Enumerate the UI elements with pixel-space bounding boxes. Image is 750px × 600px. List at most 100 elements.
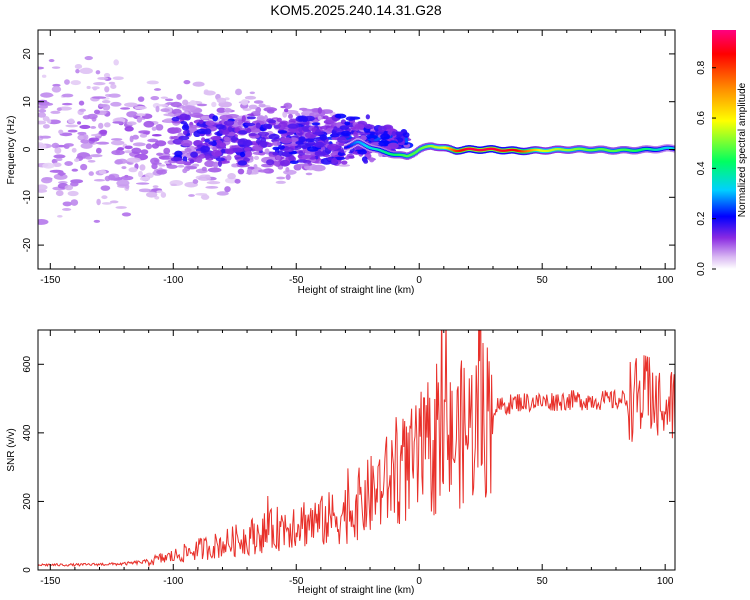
- spectrogram-noise-blob: [151, 163, 158, 170]
- spectrogram-noise-blob: [246, 168, 252, 175]
- spectrogram-noise-blob: [189, 112, 204, 118]
- spectrogram-noise-blob: [238, 130, 248, 135]
- spectrogram-noise-blob: [160, 96, 168, 99]
- spectrogram-noise-blob: [64, 79, 70, 85]
- snr-x-label: Height of straight line (km): [298, 585, 415, 596]
- spectrogram-noise-blob: [184, 147, 192, 152]
- spectrogram-noise-blob: [64, 143, 74, 147]
- spectrogram-noise-blob: [317, 107, 323, 114]
- spectrogram-noise-blob: [189, 159, 195, 164]
- spectrogram-noise-blob: [93, 82, 106, 86]
- spectrogram-noise-blob: [147, 138, 159, 143]
- colorbar-gradient: [712, 30, 736, 269]
- spectrogram-noise-blob: [95, 147, 102, 154]
- snr-y-axis: 0 200 400 600: [22, 356, 675, 573]
- spectrogram-noise-blob: [357, 149, 367, 155]
- spectrogram-noise-blob: [237, 160, 248, 166]
- spectrogram-noise-blob: [104, 86, 110, 93]
- spectrogram-noise-blob: [276, 117, 282, 123]
- spectrogram-noise-blob: [103, 72, 111, 79]
- spectrogram-noise-blob: [152, 185, 159, 189]
- spectrogram-noise-blob: [203, 89, 209, 94]
- spectrogram-noise-blob: [88, 171, 94, 176]
- spectrogram-noise-blob: [345, 116, 356, 121]
- spectrogram-noise-blob: [101, 99, 111, 104]
- spectrogram-noise-blob: [314, 151, 326, 157]
- colorbar-tick-label: 0.8: [696, 60, 707, 74]
- spectrogram-noise-blob: [391, 131, 397, 137]
- spectrogram-noise-blob: [211, 149, 222, 157]
- spectrogram-noise-blob: [192, 163, 200, 167]
- spectrogram-noise-blob: [170, 183, 177, 187]
- spectrogram-noise-blob: [268, 133, 280, 140]
- spectrogram-noise-blob: [38, 112, 47, 118]
- spectrogram-ytick-label: 20: [22, 48, 33, 60]
- spectrogram-noise-blob: [258, 103, 266, 108]
- spectrogram-noise-blob: [88, 137, 100, 142]
- spectrogram-noise-blob: [276, 176, 286, 180]
- spectrogram-noise-blob: [145, 191, 158, 198]
- spectrogram-noise-blob: [216, 97, 227, 104]
- spectrogram-noise-blob: [237, 168, 245, 175]
- spectrogram-noise-blob: [204, 128, 212, 135]
- spectrogram-noise-blob: [93, 179, 106, 182]
- spectrogram-noise-blob: [124, 145, 133, 150]
- spectrogram-noise-blob: [182, 130, 188, 136]
- spectrogram-noise-blob: [337, 136, 347, 144]
- spectrogram-noise-blob: [287, 123, 300, 129]
- spectrogram-noise-blob: [240, 99, 249, 106]
- spectrogram-noise-blob: [317, 115, 322, 121]
- spectrogram-noise-blob: [237, 119, 242, 126]
- spectrogram-noise-blob: [296, 163, 309, 167]
- spectrogram-noise-blob: [84, 55, 93, 61]
- snr-xtick-label: -150: [40, 576, 60, 587]
- spectrogram-noise-blob: [98, 110, 107, 116]
- snr-xtick-label: 0: [416, 576, 422, 587]
- spectrogram-noise-blob: [42, 124, 50, 129]
- spectrogram-noise-blob: [151, 126, 157, 131]
- spectrogram-noise-blob: [45, 94, 54, 97]
- spectrogram-noise-blob: [305, 138, 316, 143]
- spectrogram-noise-blob: [160, 191, 167, 198]
- spectrogram-noise-blob: [223, 136, 230, 142]
- spectrogram-noise-blob: [138, 170, 143, 178]
- spectrogram-noise-blob: [243, 147, 251, 152]
- spectrogram-noise-blob: [272, 146, 280, 151]
- spectrogram-noise-blob: [305, 172, 313, 176]
- spectrogram-noise-blob: [112, 76, 124, 80]
- spectrogram-noise-blob: [145, 143, 153, 150]
- spectrogram-noise-blob: [164, 98, 174, 102]
- spectrogram-noise-blob: [225, 154, 232, 161]
- spectrogram-noise-blob: [282, 111, 288, 118]
- spectrogram-noise-blob: [41, 74, 47, 78]
- spectrogram-noise-blob: [279, 159, 290, 167]
- spectrogram-noise-blob: [140, 149, 149, 155]
- spectrogram-noise-blob: [95, 70, 101, 75]
- spectrogram-noise-blob: [108, 81, 116, 85]
- spectrogram-ridge-cell: [673, 147, 675, 150]
- spectrogram-noise-blob: [248, 127, 262, 133]
- spectrogram-noise-blob: [252, 144, 264, 152]
- spectrogram-noise-blob: [65, 124, 79, 128]
- spectrogram-noise-blob: [154, 196, 160, 200]
- spectrogram-ytick-label: -10: [22, 190, 33, 205]
- snr-xtick-label: 50: [537, 576, 549, 587]
- spectrogram-noise-blob: [64, 184, 74, 191]
- spectrogram-noise-blob: [341, 160, 348, 165]
- spectrogram-noise-blob: [48, 59, 55, 63]
- spectrogram-noise-blob: [121, 212, 132, 217]
- spectrogram-noise-blob: [79, 124, 91, 129]
- spectrogram-noise-blob: [78, 108, 87, 112]
- snr-y-label: SNR (v/v): [6, 428, 17, 471]
- spectrogram-noise-blob: [257, 131, 270, 137]
- spectrogram-noise-blob: [150, 95, 160, 101]
- spectrogram-noise-blob: [113, 59, 119, 66]
- spectrogram-noise-blob: [248, 104, 258, 110]
- spectrogram-noise-blob: [314, 141, 325, 148]
- spectrogram-noise-blob: [232, 147, 244, 153]
- spectrogram-noise-blob: [89, 154, 103, 158]
- spectrogram-noise-blob: [206, 181, 221, 185]
- spectrogram-noise-blob: [70, 80, 81, 86]
